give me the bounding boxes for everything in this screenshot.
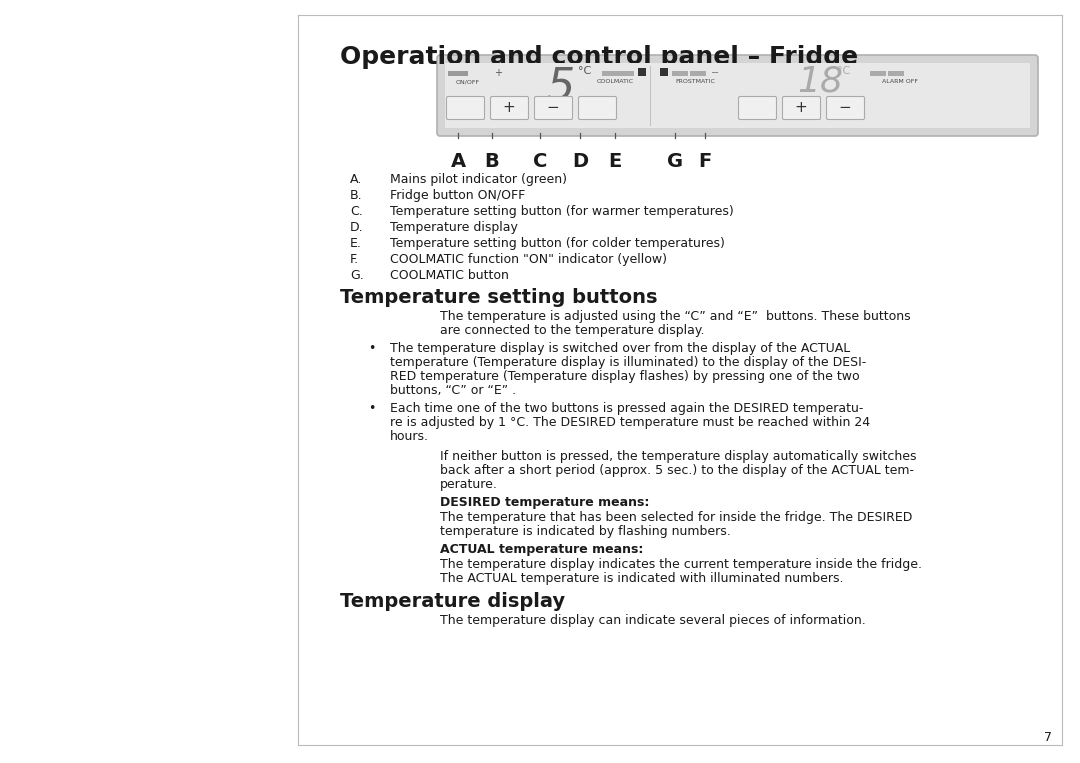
Text: +: + [494, 68, 502, 78]
Bar [690, 71, 706, 76]
Text: COOLMATIC button: COOLMATIC button [390, 269, 509, 282]
Text: D.: D. [350, 221, 364, 234]
Bar [888, 71, 904, 76]
FancyBboxPatch shape [437, 55, 1038, 136]
Text: F.: F. [350, 253, 360, 266]
Text: Fridge button ON/OFF: Fridge button ON/OFF [390, 189, 525, 202]
Text: The temperature is adjusted using the “C” and “E”  buttons. These buttons: The temperature is adjusted using the “C… [440, 310, 910, 323]
FancyBboxPatch shape [490, 96, 528, 120]
Text: Mains pilot indicator (green): Mains pilot indicator (green) [390, 173, 567, 186]
Text: 7: 7 [1044, 731, 1052, 744]
Text: Temperature setting button (for warmer temperatures): Temperature setting button (for warmer t… [390, 205, 733, 218]
Text: The temperature display can indicate several pieces of information.: The temperature display can indicate sev… [440, 614, 866, 627]
Text: temperature (Temperature display is illuminated) to the display of the DESI-: temperature (Temperature display is illu… [390, 356, 866, 369]
Text: back after a short period (approx. 5 sec.) to the display of the ACTUAL tem-: back after a short period (approx. 5 sec… [440, 464, 914, 477]
Text: A.: A. [350, 173, 362, 186]
Text: RED temperature (Temperature display flashes) by pressing one of the two: RED temperature (Temperature display fla… [390, 370, 860, 383]
Text: ALARM OFF: ALARM OFF [882, 79, 918, 84]
Text: −: − [711, 68, 719, 78]
Text: Operation and control panel – Fridge: Operation and control panel – Fridge [340, 45, 859, 69]
FancyBboxPatch shape [579, 96, 617, 120]
Text: C: C [532, 152, 548, 171]
Text: E: E [608, 152, 622, 171]
Text: B: B [485, 152, 499, 171]
Text: buttons, “C” or “E” .: buttons, “C” or “E” . [390, 384, 516, 397]
Text: +: + [502, 101, 515, 115]
Text: COOLMATIC: COOLMATIC [596, 79, 634, 84]
Text: The temperature display indicates the current temperature inside the fridge.: The temperature display indicates the cu… [440, 558, 922, 571]
Bar [660, 68, 669, 76]
Bar [618, 71, 634, 76]
Text: °C: °C [837, 66, 850, 76]
Text: Temperature setting buttons: Temperature setting buttons [340, 288, 658, 307]
Text: B.: B. [350, 189, 363, 202]
Text: The ACTUAL temperature is indicated with illuminated numbers.: The ACTUAL temperature is indicated with… [440, 572, 843, 585]
Text: F: F [699, 152, 712, 171]
Text: D: D [572, 152, 589, 171]
Bar [672, 71, 688, 76]
Text: The temperature that has been selected for inside the fridge. The DESIRED: The temperature that has been selected f… [440, 511, 913, 524]
Text: A: A [450, 152, 465, 171]
Bar [638, 68, 646, 76]
FancyBboxPatch shape [739, 96, 777, 120]
Text: 18: 18 [797, 65, 843, 99]
Text: Temperature display: Temperature display [390, 221, 518, 234]
Text: temperature is indicated by flashing numbers.: temperature is indicated by flashing num… [440, 525, 731, 538]
Text: −: − [546, 101, 559, 115]
Text: C.: C. [350, 205, 363, 218]
Bar [602, 71, 618, 76]
Text: perature.: perature. [440, 478, 498, 491]
FancyBboxPatch shape [783, 96, 821, 120]
Text: ACTUAL temperature means:: ACTUAL temperature means: [440, 543, 644, 556]
FancyBboxPatch shape [826, 96, 864, 120]
Text: G: G [667, 152, 683, 171]
Bar [445, 63, 1030, 128]
Text: are connected to the temperature display.: are connected to the temperature display… [440, 324, 704, 337]
Text: •: • [368, 342, 376, 355]
Text: Temperature setting button (for colder temperatures): Temperature setting button (for colder t… [390, 237, 725, 250]
Text: FROSTMATIC: FROSTMATIC [675, 79, 715, 84]
Text: °C: °C [578, 66, 591, 76]
FancyBboxPatch shape [446, 96, 485, 120]
Bar [870, 71, 886, 76]
Text: •: • [368, 402, 376, 415]
Text: re is adjusted by 1 °C. The DESIRED temperature must be reached within 24: re is adjusted by 1 °C. The DESIRED temp… [390, 416, 870, 429]
Text: hours.: hours. [390, 430, 429, 443]
Text: G.: G. [350, 269, 364, 282]
Text: If neither button is pressed, the temperature display automatically switches: If neither button is pressed, the temper… [440, 450, 917, 463]
Text: DESIRED temperature means:: DESIRED temperature means: [440, 496, 649, 509]
Text: −: − [839, 101, 851, 115]
FancyBboxPatch shape [535, 96, 572, 120]
Text: The temperature display is switched over from the display of the ACTUAL: The temperature display is switched over… [390, 342, 850, 355]
Text: Temperature display: Temperature display [340, 592, 565, 611]
Text: Each time one of the two buttons is pressed again the DESIRED temperatu-: Each time one of the two buttons is pres… [390, 402, 863, 415]
Text: E.: E. [350, 237, 362, 250]
Bar [448, 71, 468, 76]
Text: COOLMATIC function "ON" indicator (yellow): COOLMATIC function "ON" indicator (yello… [390, 253, 667, 266]
Text: +: + [795, 101, 808, 115]
Text: ON/OFF: ON/OFF [456, 79, 481, 84]
Text: 5: 5 [545, 66, 575, 109]
